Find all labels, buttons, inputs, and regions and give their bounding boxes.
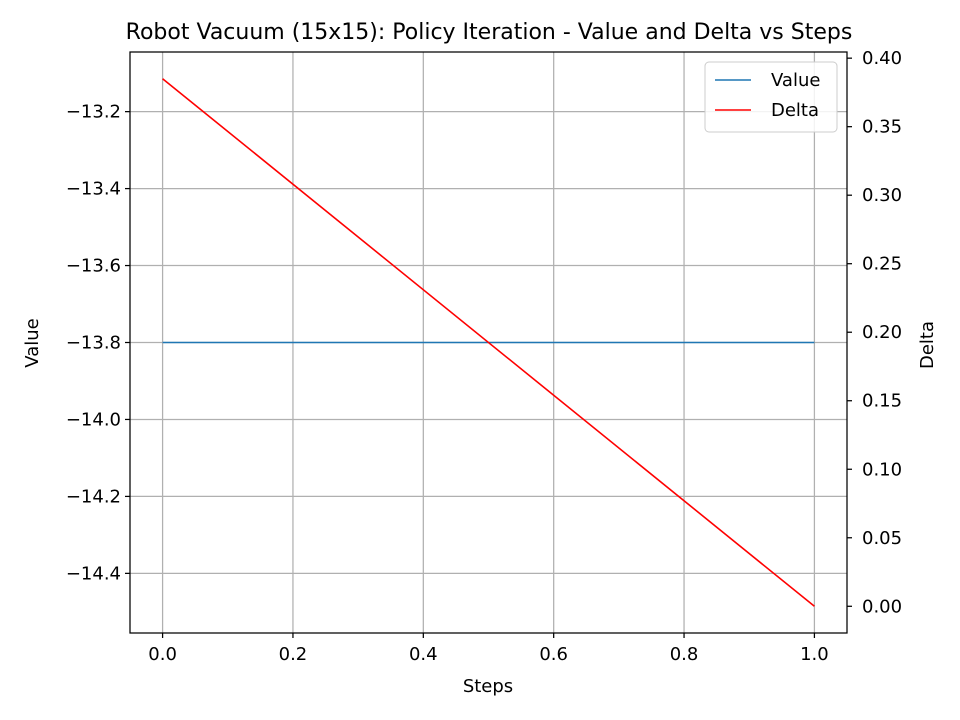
y-right-tick-label: 0.35 xyxy=(862,117,902,138)
legend-label-value: Value xyxy=(771,70,820,91)
y-axis-label-right: Delta xyxy=(917,321,938,369)
y-right-tick-label: 0.05 xyxy=(862,528,902,549)
legend-label-delta: Delta xyxy=(771,100,819,121)
y-right-tick-label: 0.15 xyxy=(862,391,902,412)
y-left-tick-label: −13.8 xyxy=(66,333,121,354)
x-tick-label: 0.4 xyxy=(409,644,438,665)
y-right-tick-label: 0.30 xyxy=(862,185,902,206)
y-left-tick-label: −13.6 xyxy=(66,256,121,277)
y-left-tick-label: −13.2 xyxy=(66,102,121,123)
series-line-delta xyxy=(162,78,815,607)
x-tick-label: 0.6 xyxy=(539,644,568,665)
y-left-tick-label: −14.2 xyxy=(66,486,121,507)
y-left-tick-label: −14.4 xyxy=(66,563,121,584)
x-tick-label: 0.8 xyxy=(670,644,699,665)
x-tick-label: 1.0 xyxy=(800,644,829,665)
y-right-tick-label: 0.20 xyxy=(862,322,902,343)
y-axis-label-left: Value xyxy=(22,318,43,367)
chart-title: Robot Vacuum (15x15): Policy Iteration -… xyxy=(126,20,853,45)
y-right-tick-label: 0.25 xyxy=(862,254,902,275)
x-tick-label: 0.0 xyxy=(148,644,177,665)
x-axis-label: Steps xyxy=(463,676,513,697)
series-lines xyxy=(162,78,815,607)
x-tick-label: 0.2 xyxy=(279,644,308,665)
y-right-tick-label: 0.40 xyxy=(862,48,902,69)
legend: Value Delta xyxy=(704,61,838,133)
axes: 0.0 0.2 0.4 0.6 0.8 1.0 −13.2 −13.4 −13.6 −13.8 −1… xyxy=(66,48,902,665)
y-left-tick-label: −14.0 xyxy=(66,409,121,430)
y-left-tick-label: −13.4 xyxy=(66,179,121,200)
y-right-tick-label: 0.00 xyxy=(862,596,902,617)
y-right-tick-label: 0.10 xyxy=(862,459,902,480)
